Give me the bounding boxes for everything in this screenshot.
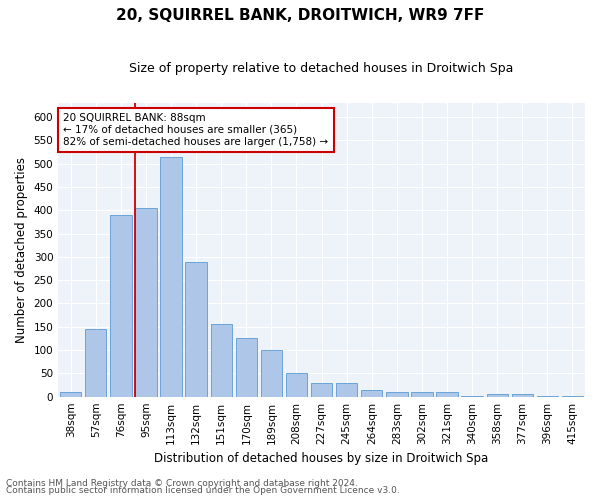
Bar xyxy=(110,215,131,396)
Bar xyxy=(160,156,182,396)
Bar xyxy=(487,394,508,396)
Bar xyxy=(136,208,157,396)
Bar xyxy=(311,382,332,396)
Text: Contains public sector information licensed under the Open Government Licence v3: Contains public sector information licen… xyxy=(6,486,400,495)
Text: 20 SQUIRREL BANK: 88sqm
← 17% of detached houses are smaller (365)
82% of semi-d: 20 SQUIRREL BANK: 88sqm ← 17% of detache… xyxy=(64,114,329,146)
Bar xyxy=(60,392,82,396)
Text: 20, SQUIRREL BANK, DROITWICH, WR9 7FF: 20, SQUIRREL BANK, DROITWICH, WR9 7FF xyxy=(116,8,484,22)
Text: Contains HM Land Registry data © Crown copyright and database right 2024.: Contains HM Land Registry data © Crown c… xyxy=(6,478,358,488)
Bar xyxy=(185,262,207,396)
Y-axis label: Number of detached properties: Number of detached properties xyxy=(15,157,28,343)
Bar xyxy=(261,350,282,397)
Bar xyxy=(85,329,106,396)
Bar xyxy=(411,392,433,396)
Title: Size of property relative to detached houses in Droitwich Spa: Size of property relative to detached ho… xyxy=(130,62,514,76)
X-axis label: Distribution of detached houses by size in Droitwich Spa: Distribution of detached houses by size … xyxy=(154,452,489,465)
Bar xyxy=(286,374,307,396)
Bar xyxy=(336,382,358,396)
Bar xyxy=(211,324,232,396)
Bar xyxy=(512,394,533,396)
Bar xyxy=(436,392,458,396)
Bar xyxy=(386,392,407,396)
Bar xyxy=(236,338,257,396)
Bar xyxy=(361,390,382,396)
